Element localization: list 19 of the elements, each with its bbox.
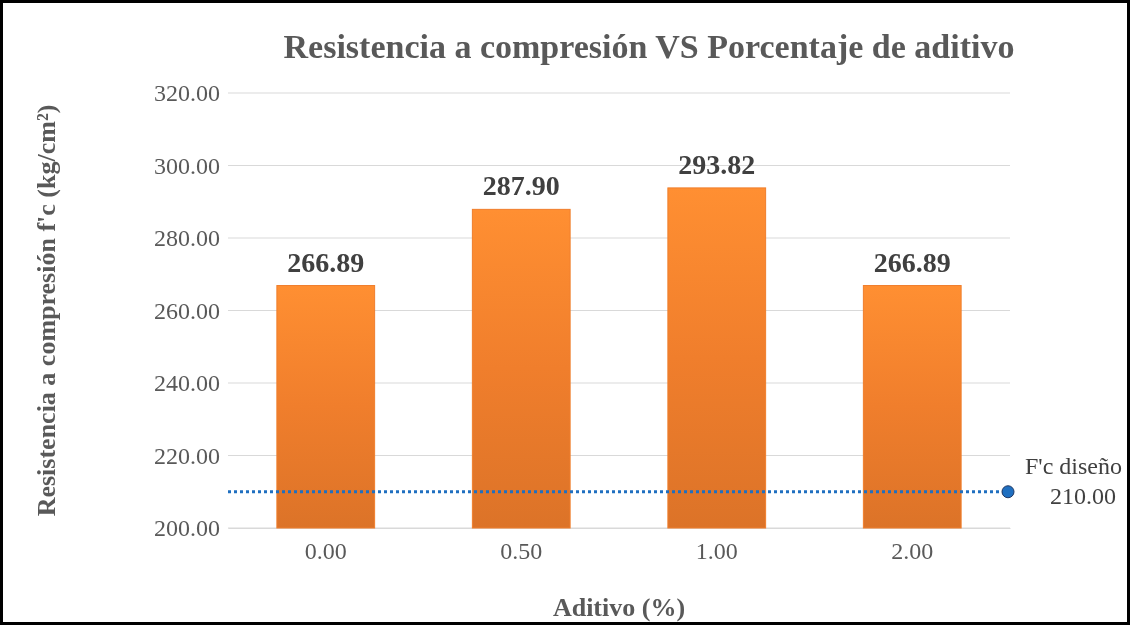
chart-title: Resistencia a compresión VS Porcentaje de aditivo <box>283 28 1015 65</box>
x-axis-title: Aditivo (%) <box>552 593 686 622</box>
data-label: 293.82 <box>678 148 756 180</box>
x-tick-label: 0.00 <box>304 538 347 565</box>
data-label: 287.90 <box>482 170 560 202</box>
y-axis-title: Resistencia a compresión f'c (kg/cm²) <box>32 104 61 517</box>
data-label: 266.89 <box>873 246 951 278</box>
y-tick-label: 240.00 <box>154 370 220 397</box>
x-tick-label: 2.00 <box>891 538 934 565</box>
y-tick-label: 300.00 <box>154 152 220 179</box>
y-tick-label: 320.00 <box>154 80 220 107</box>
y-tick-label: 260.00 <box>154 297 220 324</box>
ref-line-label: F'c diseño 210.00 <box>1025 452 1122 509</box>
x-tick-label: 0.50 <box>500 538 543 565</box>
data-label: 266.89 <box>287 246 365 278</box>
y-tick-label: 200.00 <box>154 515 220 542</box>
y-tick-label: 220.00 <box>154 442 220 469</box>
x-tick-label: 1.00 <box>695 538 738 565</box>
y-tick-label: 280.00 <box>154 225 220 252</box>
